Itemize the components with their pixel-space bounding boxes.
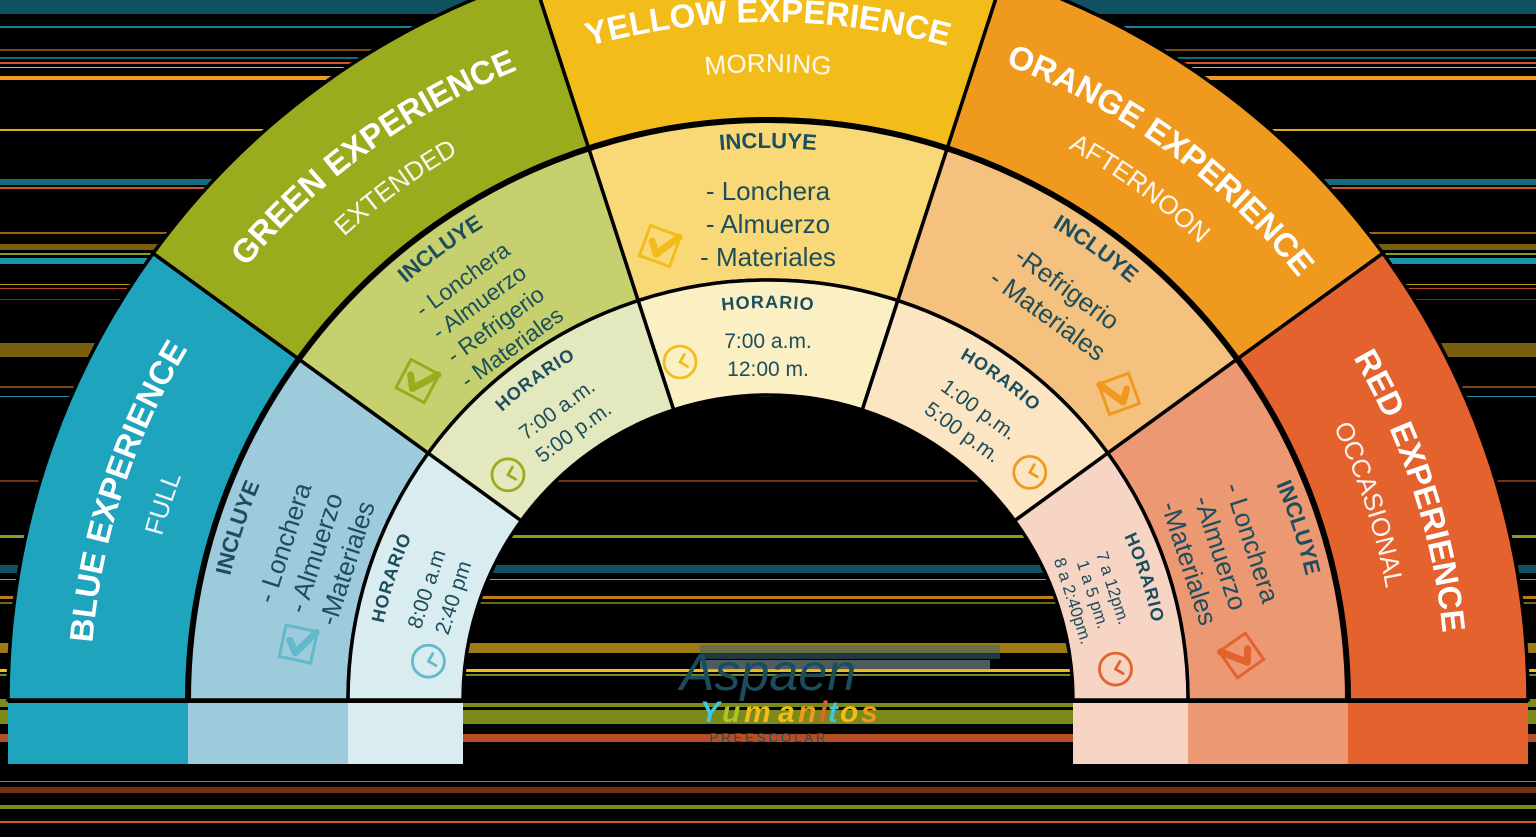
svg-text:m: m	[744, 696, 771, 729]
svg-text:i: i	[819, 696, 828, 729]
svg-text:s: s	[861, 696, 878, 729]
svg-text:Y: Y	[700, 696, 723, 729]
svg-text:a: a	[778, 696, 795, 729]
svg-text:- Lonchera- Almuerzo- Material: - Lonchera - Almuerzo - Materiales	[700, 176, 836, 272]
svg-text:u: u	[722, 696, 740, 729]
svg-text:MORNING: MORNING	[703, 48, 833, 81]
svg-text:n: n	[798, 696, 816, 729]
svg-text:PREESCOLAR: PREESCOLAR	[710, 730, 829, 745]
svg-text:Aspaen: Aspaen	[677, 644, 856, 702]
svg-text:o: o	[840, 696, 858, 729]
